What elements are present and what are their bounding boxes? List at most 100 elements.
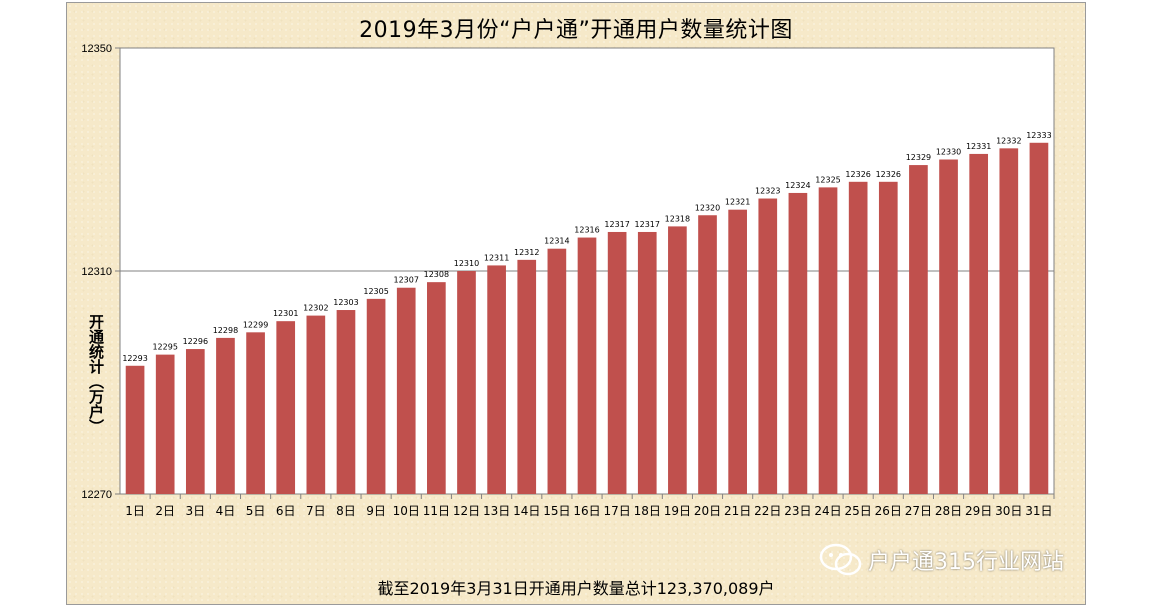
x-tick-label-26: 26日 xyxy=(875,504,902,518)
bar-3 xyxy=(185,349,205,494)
bar-20 xyxy=(698,215,717,494)
bar-26 xyxy=(878,181,898,495)
bar-8 xyxy=(336,310,356,494)
data-label-4: 12298 xyxy=(213,326,238,335)
bar-27 xyxy=(909,165,928,494)
x-tick-label-23: 23日 xyxy=(784,504,811,518)
x-tick-label-30: 30日 xyxy=(995,504,1022,518)
data-label-25: 12326 xyxy=(845,170,870,179)
x-tick-label-2: 2日 xyxy=(155,504,175,518)
x-tick-label-25: 25日 xyxy=(845,504,872,518)
x-tick-label-15: 15日 xyxy=(543,504,570,518)
data-label-18: 12317 xyxy=(635,220,660,229)
watermark: 户户通315行业网站 xyxy=(818,542,1064,578)
data-label-30: 12332 xyxy=(996,136,1021,145)
bar-23 xyxy=(788,192,808,494)
bar-14 xyxy=(517,259,537,494)
data-label-3: 12296 xyxy=(183,337,208,346)
bar-7 xyxy=(306,315,326,494)
x-tick-label-13: 13日 xyxy=(483,504,510,518)
x-tick-label-20: 20日 xyxy=(694,504,721,518)
bar-31 xyxy=(1029,142,1049,494)
bar-28 xyxy=(939,159,958,494)
bar-10 xyxy=(396,287,416,494)
wechat-icon xyxy=(819,543,862,576)
bar-9 xyxy=(366,298,386,494)
data-label-14: 12312 xyxy=(514,248,539,257)
bar-18 xyxy=(637,231,657,494)
x-tick-label-9: 9日 xyxy=(366,504,386,518)
bar-6 xyxy=(276,321,296,494)
y-tick-label-0: 12270 xyxy=(81,489,112,501)
data-label-5: 12299 xyxy=(243,320,268,329)
x-tick-label-11: 11日 xyxy=(423,504,450,518)
bar-1 xyxy=(125,365,145,494)
data-label-11: 12308 xyxy=(424,270,449,279)
x-tick-label-5: 5日 xyxy=(246,504,266,518)
y-tick-label-1: 12310 xyxy=(81,266,112,278)
x-tick-label-22: 22日 xyxy=(754,504,781,518)
bar-21 xyxy=(728,209,747,495)
data-label-12: 12310 xyxy=(454,259,479,268)
bar-13 xyxy=(487,265,506,494)
x-tick-label-17: 17日 xyxy=(603,504,630,518)
bar-25 xyxy=(848,181,868,495)
bar-19 xyxy=(668,226,687,494)
total-note: 截至2019年3月31日开通用户数量总计123,370,089户 xyxy=(377,579,775,598)
bar-16 xyxy=(577,237,597,495)
x-tick-label-24: 24日 xyxy=(814,504,841,518)
x-tick-label-7: 7日 xyxy=(306,504,326,518)
bar-12 xyxy=(457,271,476,494)
data-label-2: 12295 xyxy=(152,343,177,352)
x-tick-label-29: 29日 xyxy=(965,504,992,518)
data-label-19: 12318 xyxy=(665,214,690,223)
x-tick-label-27: 27日 xyxy=(905,504,932,518)
data-label-29: 12331 xyxy=(966,142,991,151)
data-label-15: 12314 xyxy=(544,237,569,246)
x-tick-label-31: 31日 xyxy=(1025,504,1052,518)
bar-11 xyxy=(427,282,446,494)
bar-4 xyxy=(216,337,235,494)
watermark-text: 户户通315行业网站 xyxy=(868,550,1064,575)
bar-2 xyxy=(155,354,175,494)
data-label-20: 12320 xyxy=(695,203,720,212)
x-tick-label-12: 12日 xyxy=(453,504,480,518)
bar-17 xyxy=(607,231,627,494)
bar-30 xyxy=(999,148,1019,494)
bar-24 xyxy=(818,187,838,494)
x-tick-label-1: 1日 xyxy=(125,504,145,518)
data-label-28: 12330 xyxy=(936,148,961,157)
data-label-1: 12293 xyxy=(122,354,147,363)
data-label-13: 12311 xyxy=(484,253,509,262)
x-tick-label-28: 28日 xyxy=(935,504,962,518)
x-tick-label-3: 3日 xyxy=(186,504,206,518)
data-label-23: 12324 xyxy=(785,181,810,190)
x-tick-label-10: 10日 xyxy=(393,504,420,518)
x-tick-label-14: 14日 xyxy=(513,504,540,518)
y-axis-label: 开通统计（万户） xyxy=(87,314,105,434)
x-tick-label-21: 21日 xyxy=(724,504,751,518)
x-tick-label-4: 4日 xyxy=(216,504,236,518)
x-tick-label-8: 8日 xyxy=(336,504,356,518)
data-label-7: 12302 xyxy=(303,304,328,313)
x-tick-label-19: 19日 xyxy=(664,504,691,518)
bar-22 xyxy=(758,198,778,494)
bar-29 xyxy=(969,153,989,495)
bar-15 xyxy=(547,248,567,494)
x-tick-label-16: 16日 xyxy=(573,504,600,518)
x-tick-label-6: 6日 xyxy=(276,504,296,518)
chart-title: 2019年3月份“户户通”开通用户数量统计图 xyxy=(359,18,793,43)
data-label-8: 12303 xyxy=(333,298,358,307)
data-label-9: 12305 xyxy=(363,287,388,296)
data-label-26: 12326 xyxy=(876,170,901,179)
data-label-27: 12329 xyxy=(906,153,931,162)
data-label-17: 12317 xyxy=(604,220,629,229)
data-label-16: 12316 xyxy=(574,226,599,235)
data-label-6: 12301 xyxy=(273,309,298,318)
data-label-24: 12325 xyxy=(815,175,840,184)
x-tick-label-18: 18日 xyxy=(634,504,661,518)
data-label-10: 12307 xyxy=(393,276,418,285)
y-tick-label-2: 12350 xyxy=(81,43,112,55)
data-label-22: 12323 xyxy=(755,187,780,196)
